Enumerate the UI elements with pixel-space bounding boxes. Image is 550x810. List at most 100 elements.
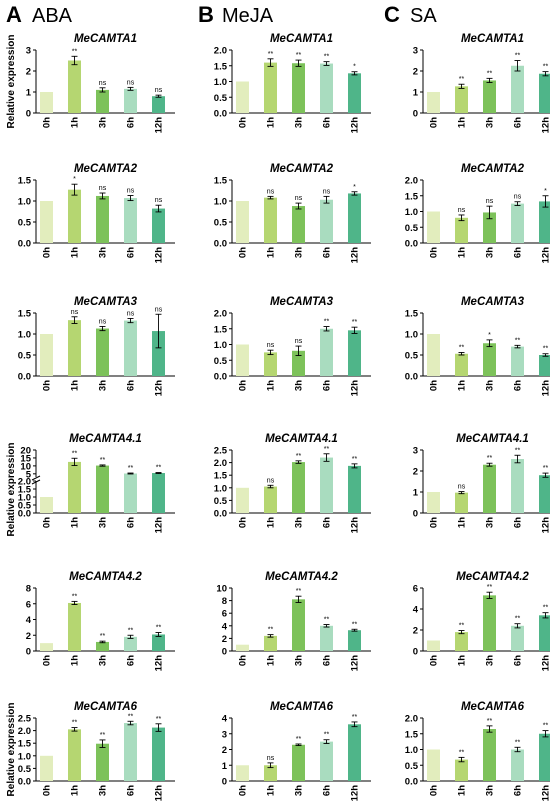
bar-a-mecamta4-1-1h — [68, 461, 81, 513]
bar-c-mecamta6-0h — [427, 749, 440, 781]
significance-b-mecamta4-2-6h: ** — [324, 617, 330, 624]
bar-a-mecamta4-2-1h — [68, 602, 81, 651]
x-tick-label-c-mecamta4-1-1h: 1h — [457, 517, 468, 528]
x-tick-label-a-mecamta6-0h: 0h — [42, 785, 53, 796]
y-tick-label-a-mecamta2: 0.5 — [18, 218, 32, 229]
chart-title-b-mecamta6: MeCAMTA6 — [270, 701, 334, 713]
x-tick-label-a-mecamta1-12h: 12h — [154, 117, 165, 134]
chart-title-a-mecamta4-2: MeCAMTA4.2 — [69, 571, 142, 583]
x-tick-label-a-mecamta3-0h: 0h — [42, 380, 53, 391]
significance-b-mecamta1-6h: ** — [324, 54, 330, 61]
y-tick-label-c-mecamta4-1: 1 — [413, 488, 419, 499]
bar-b-mecamta4-2-12h — [348, 630, 361, 651]
significance-a-mecamta6-1h: ** — [72, 720, 78, 727]
significance-c-mecamta2-6h: ns — [514, 194, 522, 201]
x-tick-label-b-mecamta2-0h: 0h — [238, 247, 249, 258]
x-tick-label-c-mecamta1-12h: 12h — [541, 117, 550, 134]
x-tick-label-b-mecamta3-6h: 6h — [322, 380, 333, 391]
x-tick-label-b-mecamta3-1h: 1h — [266, 380, 277, 391]
y-tick-label-c-mecamta2: 1.5 — [405, 191, 419, 202]
y-tick-label-a-mecamta3: 0.5 — [18, 351, 32, 362]
bar-a-mecamta6-0h — [40, 755, 53, 781]
significance-b-mecamta4-2-12h: ** — [352, 621, 358, 628]
bar-b-mecamta1-3h — [292, 63, 305, 113]
significance-c-mecamta3-1h: ** — [459, 344, 465, 351]
significance-c-mecamta2-3h: ns — [486, 198, 494, 205]
y-tick-label-b-mecamta1: 1.5 — [214, 61, 228, 72]
significance-a-mecamta1-12h: ns — [155, 87, 163, 94]
bar-c-mecamta2-1h — [455, 217, 468, 243]
x-tick-label-c-mecamta2-1h: 1h — [457, 247, 468, 258]
chart-title-c-mecamta1: MeCAMTA1 — [461, 33, 524, 45]
y-tick-label-b-mecamta3: 2.0 — [214, 309, 227, 320]
y-tick-label-b-mecamta1: 1.0 — [214, 77, 227, 88]
y-tick-label-a-mecamta4-1: 1.5 — [18, 485, 32, 496]
y-tick-label-b-mecamta1: 2.0 — [214, 46, 227, 57]
chart-title-a-mecamta4-1: MeCAMTA4.1 — [69, 433, 142, 445]
bar-c-mecamta4-1-6h — [511, 459, 524, 513]
x-tick-label-a-mecamta2-0h: 0h — [42, 247, 53, 258]
bar-a-mecamta6-12h — [152, 727, 165, 781]
bar-b-mecamta4-1-3h — [292, 462, 305, 513]
y-tick-label-b-mecamta4-2: 10 — [216, 584, 227, 595]
chart-title-b-mecamta2: MeCAMTA2 — [270, 163, 334, 175]
significance-c-mecamta6-12h: ** — [543, 723, 549, 730]
bar-c-mecamta3-6h — [511, 346, 524, 376]
significance-a-mecamta4-2-1h: ** — [72, 593, 78, 600]
significance-a-mecamta3-3h: ns — [99, 318, 107, 325]
y-tick-label-a-mecamta6: 0.5 — [18, 764, 32, 775]
y-tick-label-c-mecamta2: 1.0 — [405, 207, 418, 218]
y-tick-label-c-mecamta6: 1.0 — [405, 745, 418, 756]
x-tick-label-c-mecamta3-12h: 12h — [541, 380, 550, 397]
bar-c-mecamta2-3h — [483, 212, 496, 243]
significance-c-mecamta1-1h: ** — [459, 76, 465, 83]
significance-c-mecamta4-1-12h: ** — [543, 465, 549, 472]
chart-title-c-mecamta3: MeCAMTA3 — [461, 296, 525, 308]
significance-b-mecamta6-1h: ns — [267, 755, 275, 762]
y-tick-label-a-mecamta4-2: 8 — [26, 584, 31, 595]
bar-b-mecamta3-1h — [264, 352, 277, 376]
significance-a-mecamta3-1h: ns — [71, 309, 79, 316]
chart-title-c-mecamta4-1: MeCAMTA4.1 — [456, 433, 529, 445]
significance-b-mecamta3-3h: ns — [295, 338, 303, 345]
bar-b-mecamta6-3h — [292, 744, 305, 781]
x-tick-label-a-mecamta6-1h: 1h — [70, 785, 81, 796]
bar-a-mecamta1-0h — [40, 92, 53, 113]
significance-a-mecamta2-12h: ns — [155, 197, 163, 204]
x-tick-label-a-mecamta1-3h: 3h — [98, 117, 109, 128]
bar-b-mecamta4-2-0h — [236, 644, 249, 651]
y-tick-label-b-mecamta1: 0.0 — [214, 109, 227, 120]
y-tick-label-c-mecamta1: 1 — [413, 88, 419, 99]
significance-c-mecamta1-3h: ** — [487, 70, 493, 77]
y-tick-label-a-mecamta6: 2.5 — [18, 714, 32, 725]
x-tick-label-c-mecamta3-3h: 3h — [485, 380, 496, 391]
significance-c-mecamta6-1h: ** — [459, 749, 465, 756]
bar-a-mecamta4-2-3h — [96, 641, 109, 651]
bar-a-mecamta4-1-12h — [152, 473, 165, 513]
y-axis-label: Relative expression — [6, 443, 17, 537]
significance-c-mecamta3-3h: * — [488, 332, 491, 339]
chart-title-c-mecamta4-2: MeCAMTA4.2 — [456, 571, 529, 583]
significance-c-mecamta4-2-6h: ** — [515, 616, 521, 623]
x-tick-label-a-mecamta1-0h: 0h — [42, 117, 53, 128]
significance-a-mecamta1-1h: ** — [72, 48, 78, 55]
bar-a-mecamta6-6h — [124, 723, 137, 781]
x-tick-label-b-mecamta4-1-1h: 1h — [266, 517, 277, 528]
y-tick-label-a-mecamta4-1: 0.5 — [18, 501, 32, 512]
x-tick-label-b-mecamta6-3h: 3h — [294, 785, 305, 796]
significance-b-mecamta6-12h: ** — [352, 714, 358, 721]
x-tick-label-c-mecamta4-2-6h: 6h — [513, 655, 524, 666]
x-tick-label-a-mecamta6-6h: 6h — [126, 785, 137, 796]
bar-c-mecamta3-0h — [427, 334, 440, 376]
y-tick-label-a-mecamta1: 1 — [26, 88, 32, 99]
bar-c-mecamta6-3h — [483, 729, 496, 781]
x-tick-label-b-mecamta6-12h: 12h — [350, 785, 361, 802]
y-tick-label-a-mecamta1: 3 — [26, 46, 31, 57]
y-tick-label-c-mecamta1: 0 — [413, 109, 418, 120]
x-tick-label-a-mecamta4-2-0h: 0h — [42, 655, 53, 666]
bar-b-mecamta4-1-12h — [348, 465, 361, 513]
bar-c-mecamta6-1h — [455, 759, 468, 781]
bar-a-mecamta6-3h — [96, 743, 109, 781]
x-tick-label-c-mecamta4-2-3h: 3h — [485, 655, 496, 666]
